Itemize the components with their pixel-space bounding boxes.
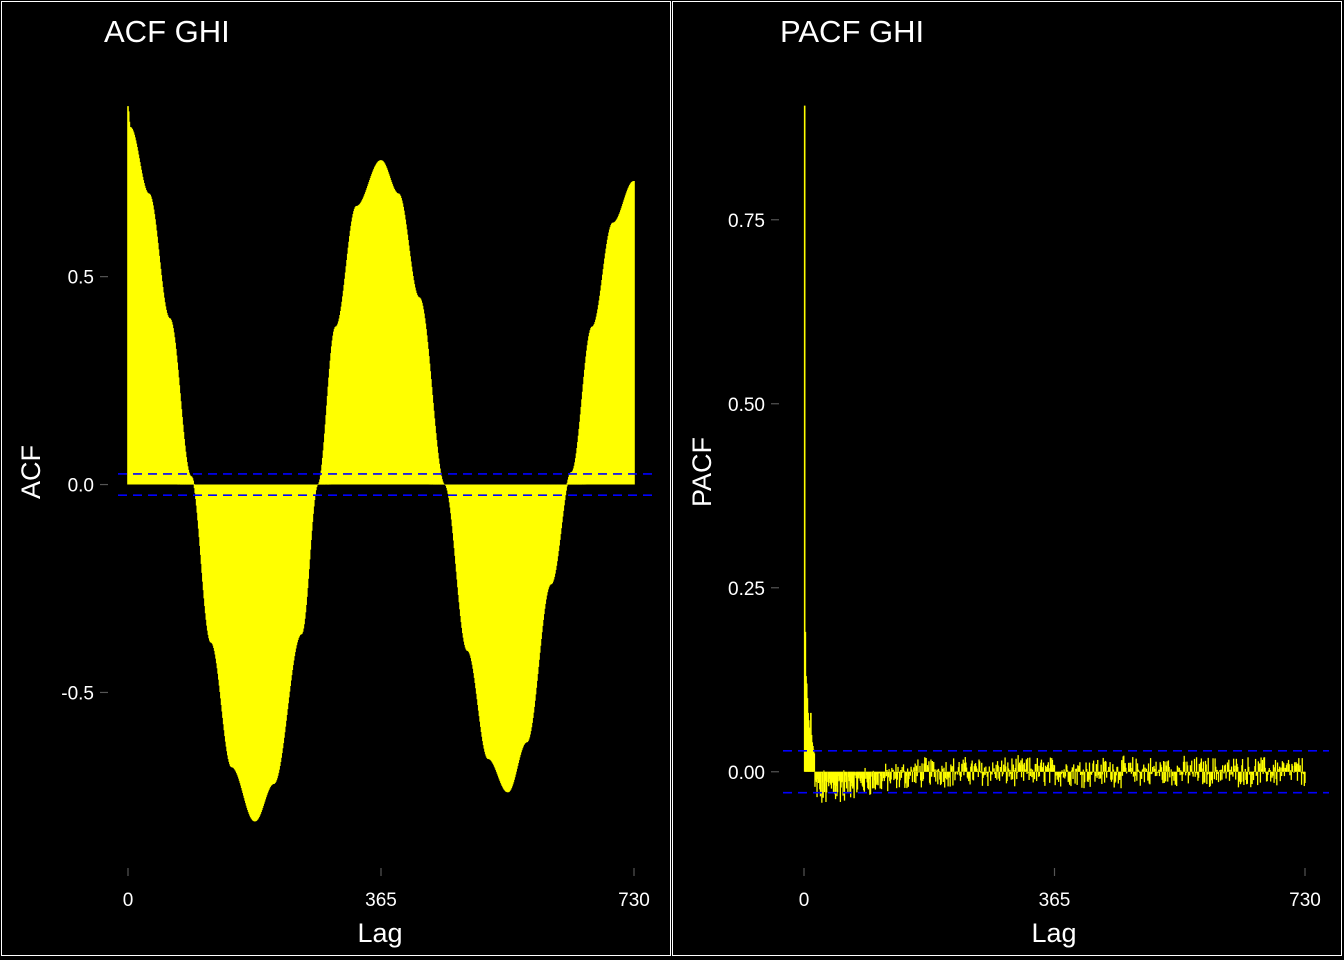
pacf-y-tick-label: 0.50 — [728, 395, 765, 416]
pacf-x-axis: 0 365 730 — [799, 868, 1321, 911]
acf-panel: ACF GHI 0.5 0.0 -0.5 0 365 730 Lag ACF — [1, 1, 671, 956]
pacf-title: PACF GHI — [780, 14, 924, 49]
acf-x-axis: 0 365 730 — [123, 868, 650, 911]
acf-title: ACF GHI — [104, 14, 230, 49]
acf-y-axis: 0.5 0.0 -0.5 — [61, 268, 108, 704]
pacf-y-tick-label: 0.25 — [728, 579, 765, 600]
pacf-panel: PACF GHI 0.75 0.50 0.25 0.00 0 365 730 Lag PA… — [672, 1, 1342, 956]
pacf-y-tick-label: 0.75 — [728, 211, 765, 232]
acf-y-tick-label: -0.5 — [61, 683, 94, 704]
pacf-y-tick-label: 0.00 — [728, 763, 765, 784]
pacf-x-tick-label: 365 — [1039, 890, 1071, 911]
pacf-chart: PACF GHI 0.75 0.50 0.25 0.00 0 365 730 Lag PA… — [687, 14, 1329, 948]
acf-bars — [127, 106, 635, 822]
acf-x-tick-label: 365 — [365, 890, 397, 911]
acf-y-tick-label: 0.5 — [68, 268, 94, 289]
pacf-y-axis-label: PACF — [687, 437, 717, 507]
acf-y-axis-label: ACF — [16, 445, 46, 499]
acf-y-tick-label: 0.0 — [68, 476, 94, 497]
acf-x-tick-label: 730 — [618, 890, 650, 911]
pacf-x-tick-label: 730 — [1289, 890, 1321, 911]
acf-chart: ACF GHI 0.5 0.0 -0.5 0 365 730 Lag ACF — [16, 14, 658, 948]
pacf-x-axis-label: Lag — [1031, 918, 1076, 948]
pacf-bars — [803, 105, 1306, 803]
pacf-y-axis: 0.75 0.50 0.25 0.00 — [728, 211, 779, 784]
acf-x-axis-label: Lag — [357, 918, 402, 948]
pacf-x-tick-label: 0 — [799, 890, 810, 911]
acf-x-tick-label: 0 — [123, 890, 134, 911]
